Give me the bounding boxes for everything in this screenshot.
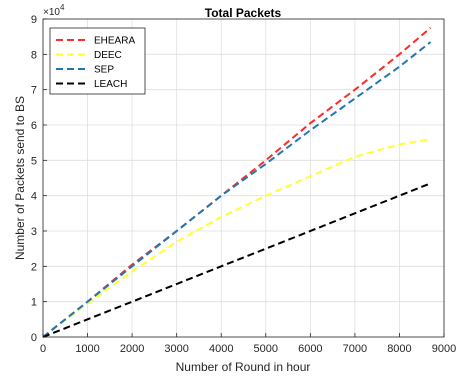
series-line-leach: [42, 182, 431, 338]
y-tick-label: 7: [31, 85, 37, 97]
y-tick-label: 4: [31, 191, 37, 203]
legend: EHEARA DEEC SEP LEACH: [49, 27, 146, 95]
x-tick-label: 4000: [209, 343, 233, 355]
legend-label-sep: SEP: [94, 65, 114, 76]
legend-box: [49, 27, 146, 95]
x-tick-label: 1000: [75, 343, 99, 355]
legend-label-eheara: EHEARA: [94, 36, 135, 47]
y-axis-title: Number of Packets send to BS: [13, 96, 27, 260]
y-tick-label: 8: [31, 49, 37, 61]
y-multiplier-label: ×104: [43, 3, 65, 18]
y-tick-label: 1: [31, 297, 37, 309]
x-tick-label: 9000: [432, 343, 456, 355]
chart-title: Total Packets: [205, 6, 282, 20]
series-line-deec: [42, 138, 431, 338]
legend-label-leach: LEACH: [94, 79, 127, 90]
y-tick-label: 5: [31, 155, 37, 167]
y-tick-label: 9: [31, 14, 37, 26]
y-tick-label: 3: [31, 226, 37, 238]
series-lines: [42, 27, 432, 338]
y-tick-label: 6: [31, 120, 37, 132]
x-tick-label: 6000: [298, 343, 322, 355]
y-tick-label: 0: [31, 332, 37, 344]
y-tick-label: 2: [31, 261, 37, 273]
x-tick-label: 2000: [120, 343, 144, 355]
x-tick-label: 7000: [343, 343, 367, 355]
series-line-eheara: [42, 27, 432, 338]
y-multiplier-exponent: 4: [60, 3, 65, 12]
plot-area-frame: [42, 18, 445, 338]
y-multiplier-base: ×10: [43, 7, 60, 18]
series-line-sep: [42, 41, 432, 338]
legend-label-deec: DEEC: [94, 50, 122, 61]
x-tick-label: 5000: [254, 343, 278, 355]
axis-ticks: 0 1000 2000 3000 4000 5000 6000 7000 8000 9000 0 1 2…: [31, 14, 456, 355]
x-axis-title: Number of Round in hour: [176, 360, 311, 374]
x-tick-label: 8000: [387, 343, 411, 355]
x-tick-label: 3000: [164, 343, 188, 355]
x-tick-label: 0: [40, 343, 46, 355]
